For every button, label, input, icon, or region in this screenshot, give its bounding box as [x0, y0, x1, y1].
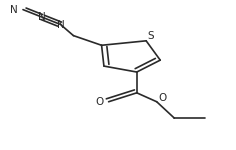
Text: N: N	[57, 20, 64, 30]
Text: S: S	[148, 31, 154, 41]
Text: O: O	[95, 98, 103, 108]
Text: N: N	[38, 12, 46, 22]
Text: O: O	[158, 93, 167, 103]
Text: N: N	[10, 5, 17, 15]
